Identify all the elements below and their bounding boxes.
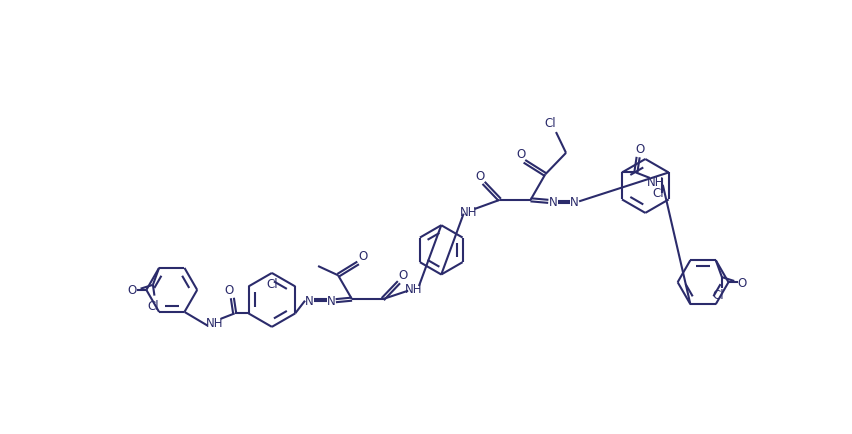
Text: Cl: Cl <box>544 117 556 130</box>
Text: Cl: Cl <box>147 299 158 312</box>
Text: O: O <box>516 148 525 161</box>
Text: O: O <box>475 169 485 182</box>
Text: NH: NH <box>648 176 665 189</box>
Text: Cl: Cl <box>652 187 664 200</box>
Text: O: O <box>224 283 233 296</box>
Text: N: N <box>327 295 336 307</box>
Text: O: O <box>358 249 367 262</box>
Text: Cl: Cl <box>266 278 278 291</box>
Text: NH: NH <box>460 205 478 218</box>
Text: O: O <box>738 276 747 289</box>
Text: O: O <box>128 284 137 297</box>
Text: N: N <box>570 195 579 208</box>
Text: NH: NH <box>405 282 423 295</box>
Text: Cl: Cl <box>712 288 724 301</box>
Text: O: O <box>636 143 645 156</box>
Text: N: N <box>305 295 314 307</box>
Text: O: O <box>398 268 407 281</box>
Text: NH: NH <box>206 316 223 329</box>
Text: N: N <box>549 195 557 208</box>
